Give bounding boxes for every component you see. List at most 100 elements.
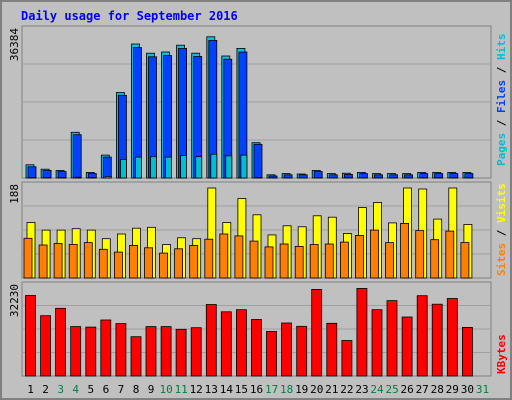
kbytes-bar <box>25 295 36 377</box>
legend-hits: Hits <box>495 34 508 61</box>
sites-bar <box>159 252 169 279</box>
files-bar <box>358 173 368 179</box>
sites-bar <box>189 244 199 279</box>
sites-bar <box>279 243 289 279</box>
kbytes-bar <box>371 309 383 377</box>
chart-title: Daily usage for September 2016 <box>21 9 238 23</box>
legend-: / <box>495 60 508 80</box>
x-tick-label: 27 <box>416 383 429 396</box>
sites-bar <box>144 247 153 279</box>
kbytes-bar <box>356 287 368 377</box>
sites-bar <box>68 244 78 279</box>
kbytes-bar <box>220 311 232 377</box>
x-tick-label: 11 <box>175 383 188 396</box>
files-bar <box>253 143 263 179</box>
x-tick-label: 7 <box>118 383 125 396</box>
kbytes-bar <box>85 326 97 377</box>
pages-bar <box>120 159 127 179</box>
kbytes-bar <box>55 307 66 377</box>
sites-bar <box>83 242 93 279</box>
kbytes-bar <box>296 325 308 377</box>
x-tick-label: 22 <box>340 383 353 396</box>
y-max-label: 32230 <box>8 284 21 317</box>
x-tick-label: 8 <box>133 383 140 396</box>
kbytes-bar <box>266 331 277 377</box>
pages-bar <box>150 156 157 179</box>
x-tick-label: 26 <box>400 383 413 396</box>
files-bar <box>72 134 82 179</box>
files-bar <box>434 173 444 179</box>
y-max-label: 188 <box>8 184 21 204</box>
y-max-label: 36384 <box>8 28 21 61</box>
kbytes-bar <box>251 319 262 377</box>
legend-kbytes: KBytes <box>495 334 508 374</box>
sites-bar <box>294 245 304 279</box>
legend-visits-sites: Sites / Visits <box>495 183 508 276</box>
x-tick-label: 29 <box>446 383 459 396</box>
pages-bar <box>225 155 233 179</box>
kbytes-bar <box>416 295 428 377</box>
x-tick-label: 18 <box>280 383 293 396</box>
sites-bar <box>385 242 394 279</box>
files-bar <box>42 169 52 179</box>
kbytes-bar <box>205 304 217 377</box>
sites-bar <box>370 229 379 279</box>
legend-hits-files-pages: Pages / Files / Hits <box>495 34 508 167</box>
files-bar <box>313 171 323 179</box>
pages-bar <box>74 176 82 179</box>
x-tick-label: 4 <box>72 383 79 396</box>
sites-bar <box>339 241 349 279</box>
files-bar <box>102 156 112 179</box>
x-tick-label: 23 <box>355 383 368 396</box>
x-tick-label: 9 <box>148 383 155 396</box>
kbytes-bar <box>40 315 51 377</box>
sites-bar <box>204 238 214 279</box>
sites-bar <box>114 251 123 279</box>
legend-pages: Pages <box>495 133 508 166</box>
sites-bar <box>460 242 470 279</box>
sites-bar <box>234 235 244 279</box>
kbytes-bar <box>386 300 398 377</box>
sites-bar <box>354 234 364 279</box>
pages-bar <box>165 156 173 179</box>
pages-bar <box>210 153 218 179</box>
x-tick-label: 21 <box>325 383 338 396</box>
kbytes-bar <box>115 323 127 377</box>
kbytes-bar <box>461 326 473 377</box>
files-bar <box>57 171 67 179</box>
legend-files: Files <box>495 80 508 113</box>
sites-bar <box>400 222 410 279</box>
sites-bar <box>53 243 63 279</box>
x-tick-label: 5 <box>87 383 94 396</box>
sites-bar <box>415 230 425 279</box>
pages-bar <box>195 156 203 179</box>
x-tick-label: 6 <box>103 383 110 396</box>
x-tick-label: 25 <box>385 383 398 396</box>
kbytes-bar <box>70 326 82 377</box>
legend-: / <box>495 223 508 243</box>
x-tick-label: 17 <box>265 383 278 396</box>
kbytes-bar <box>341 340 353 377</box>
x-tick-label: 10 <box>159 383 172 396</box>
sites-bar <box>324 243 334 279</box>
files-bar <box>419 173 429 179</box>
x-tick-label: 1 <box>27 383 34 396</box>
x-tick-label: 13 <box>205 383 218 396</box>
x-tick-label: 12 <box>190 383 203 396</box>
kbytes-bar <box>130 336 142 377</box>
legend-: / <box>495 113 508 133</box>
kbytes-bar <box>281 322 293 377</box>
files-bar <box>27 166 37 179</box>
sites-bar <box>129 244 138 279</box>
kbytes-bar <box>326 322 338 377</box>
x-tick-label: 20 <box>310 383 323 396</box>
sites-bar <box>23 237 33 279</box>
kbytes-bar <box>446 298 458 377</box>
sites-bar <box>264 246 274 279</box>
sites-bar <box>219 233 229 279</box>
kbytes-bar <box>175 328 187 377</box>
files-bar <box>449 173 459 179</box>
sites-bar <box>98 248 108 279</box>
x-tick-label: 15 <box>235 383 248 396</box>
